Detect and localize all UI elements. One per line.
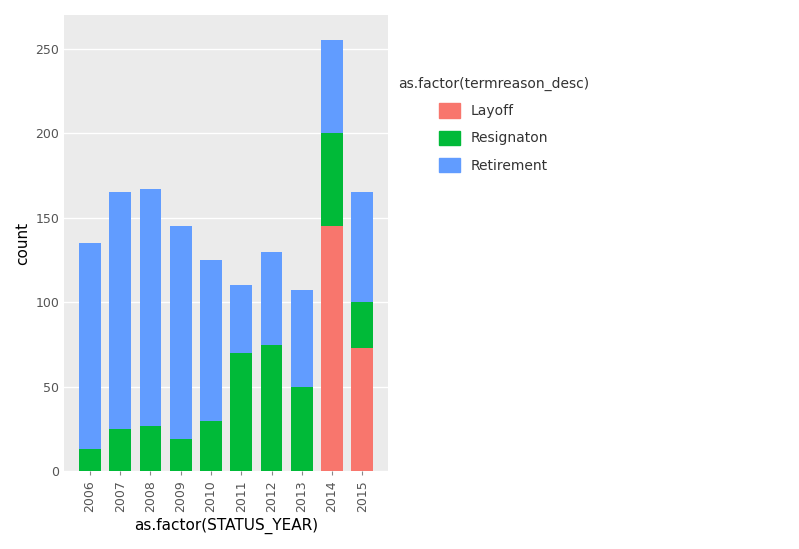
Bar — [140, 425, 161, 472]
Bar — [352, 348, 373, 472]
Bar — [352, 193, 373, 302]
Bar — [352, 302, 373, 348]
Bar — [260, 251, 282, 345]
Bar — [170, 439, 192, 472]
Bar — [200, 421, 222, 472]
Bar — [200, 260, 222, 421]
Bar — [230, 285, 252, 353]
Bar — [109, 429, 131, 472]
Bar — [79, 243, 101, 450]
Bar — [170, 226, 192, 439]
Bar — [321, 41, 343, 133]
Y-axis label: count: count — [15, 222, 30, 265]
Bar — [260, 345, 282, 472]
Legend: Layoff, Resignaton, Retirement: Layoff, Resignaton, Retirement — [398, 77, 590, 173]
Bar — [109, 193, 131, 429]
Bar — [291, 290, 312, 387]
Bar — [230, 353, 252, 472]
Bar — [291, 387, 312, 472]
Bar — [79, 450, 101, 472]
Bar — [321, 133, 343, 226]
Bar — [321, 226, 343, 472]
X-axis label: as.factor(STATUS_YEAR): as.factor(STATUS_YEAR) — [134, 518, 318, 534]
Bar — [140, 189, 161, 425]
